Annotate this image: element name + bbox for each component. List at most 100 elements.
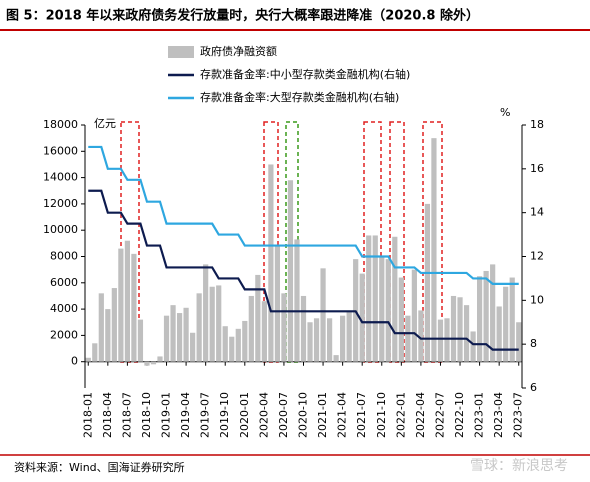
x-tick-label: 2020-10 bbox=[297, 392, 310, 438]
bar bbox=[359, 273, 365, 362]
bar bbox=[470, 331, 476, 362]
y-tick-label: 4000 bbox=[50, 302, 78, 315]
x-tick-label: 2018-10 bbox=[140, 392, 153, 438]
y-tick-label: 0 bbox=[71, 355, 78, 368]
bar bbox=[163, 315, 170, 362]
y-tick-label: 6000 bbox=[50, 276, 78, 289]
y-tick-label: 10000 bbox=[43, 223, 78, 236]
bar bbox=[476, 276, 483, 362]
bar bbox=[463, 305, 470, 362]
x-tick-label: 2023-04 bbox=[492, 392, 505, 438]
y2-tick-label: 10 bbox=[530, 293, 544, 306]
y-tick-label: 2000 bbox=[50, 328, 78, 341]
x-tick-label: 2022-10 bbox=[453, 392, 466, 438]
x-tick-label: 2018-04 bbox=[101, 392, 114, 438]
y-tick-label: 14000 bbox=[43, 171, 78, 184]
bar bbox=[287, 180, 294, 362]
bar bbox=[274, 244, 281, 362]
bar bbox=[111, 288, 117, 362]
bar bbox=[307, 322, 313, 362]
bar bbox=[379, 256, 385, 362]
x-tick-label: 2022-01 bbox=[394, 392, 407, 438]
bar bbox=[92, 343, 98, 362]
bar bbox=[496, 306, 502, 362]
bar bbox=[248, 295, 254, 362]
source: 资料来源：Wind、国海证券研究所 bbox=[14, 460, 185, 474]
x-tick-label: 2022-07 bbox=[433, 392, 446, 438]
bar bbox=[320, 268, 326, 362]
y2-tick-label: 8 bbox=[530, 337, 537, 350]
y-tick-label: 16000 bbox=[43, 144, 78, 157]
bar bbox=[137, 319, 144, 362]
bar bbox=[170, 305, 176, 362]
bar bbox=[398, 277, 404, 362]
bar bbox=[313, 318, 320, 362]
x-tick-label: 2021-01 bbox=[316, 392, 329, 438]
x-tick-label: 2019-01 bbox=[160, 392, 173, 438]
bar bbox=[203, 264, 209, 362]
bar bbox=[229, 336, 235, 362]
y2-tick-label: 12 bbox=[530, 250, 544, 263]
x-tick-label: 2019-10 bbox=[218, 392, 231, 438]
bar bbox=[300, 295, 307, 362]
x-tick-label: 2019-04 bbox=[179, 392, 192, 438]
bar bbox=[157, 356, 163, 362]
bar bbox=[261, 301, 267, 362]
bar bbox=[516, 322, 522, 362]
bar bbox=[392, 236, 398, 362]
y2-unit: % bbox=[500, 106, 510, 119]
bar bbox=[326, 318, 333, 362]
bar bbox=[509, 277, 515, 362]
bar bbox=[503, 286, 509, 362]
bar bbox=[131, 253, 137, 362]
x-tick-label: 2020-07 bbox=[277, 392, 290, 438]
bar bbox=[85, 357, 91, 362]
y2-tick-label: 14 bbox=[530, 206, 544, 219]
bar bbox=[385, 259, 391, 362]
bar bbox=[242, 320, 248, 362]
x-tick-label: 2019-07 bbox=[199, 392, 212, 438]
bar bbox=[222, 326, 228, 362]
x-tick-label: 2020-04 bbox=[257, 392, 270, 438]
x-tick-label: 2021-04 bbox=[336, 392, 349, 438]
bar bbox=[366, 235, 372, 362]
x-tick-label: 2023-07 bbox=[512, 392, 525, 438]
y-tick-label: 12000 bbox=[43, 197, 78, 210]
bar bbox=[431, 138, 437, 362]
bar bbox=[411, 269, 417, 362]
bar bbox=[150, 361, 157, 365]
y-unit: 亿元 bbox=[94, 117, 116, 130]
bar bbox=[424, 203, 431, 362]
bar bbox=[372, 235, 378, 362]
legend-label: 政府债净融资额 bbox=[200, 44, 277, 58]
bar bbox=[235, 328, 241, 362]
y-tick-label: 18000 bbox=[43, 118, 78, 131]
legend-swatch bbox=[168, 46, 194, 58]
line bbox=[88, 189, 519, 351]
bar bbox=[144, 361, 150, 366]
bar bbox=[490, 264, 496, 362]
bar bbox=[190, 332, 196, 362]
bar bbox=[418, 310, 424, 362]
x-tick-label: 2020-01 bbox=[238, 392, 251, 438]
bar bbox=[176, 313, 183, 362]
x-tick-label: 2018-07 bbox=[120, 392, 133, 438]
bar bbox=[196, 293, 202, 362]
bar bbox=[124, 240, 131, 362]
legend-label: 存款准备金率:大型存款类金融机构(右轴) bbox=[200, 90, 399, 104]
y-tick-label: 8000 bbox=[50, 250, 78, 263]
bar bbox=[294, 239, 300, 362]
bar bbox=[255, 274, 261, 362]
x-tick-label: 2022-04 bbox=[414, 392, 427, 438]
bar bbox=[444, 318, 450, 362]
bar bbox=[457, 297, 463, 362]
watermark: 雪球：新浪思考 bbox=[470, 458, 568, 474]
bar bbox=[450, 295, 457, 362]
chart-title: 图 5：2018 年以来政府债务发行放量时，央行大概率跟进降准（2020.8 除… bbox=[6, 8, 479, 24]
x-tick-label: 2018-01 bbox=[81, 392, 94, 438]
bar bbox=[98, 293, 104, 362]
bar bbox=[340, 315, 346, 362]
bar bbox=[281, 293, 287, 362]
bar bbox=[209, 286, 215, 362]
